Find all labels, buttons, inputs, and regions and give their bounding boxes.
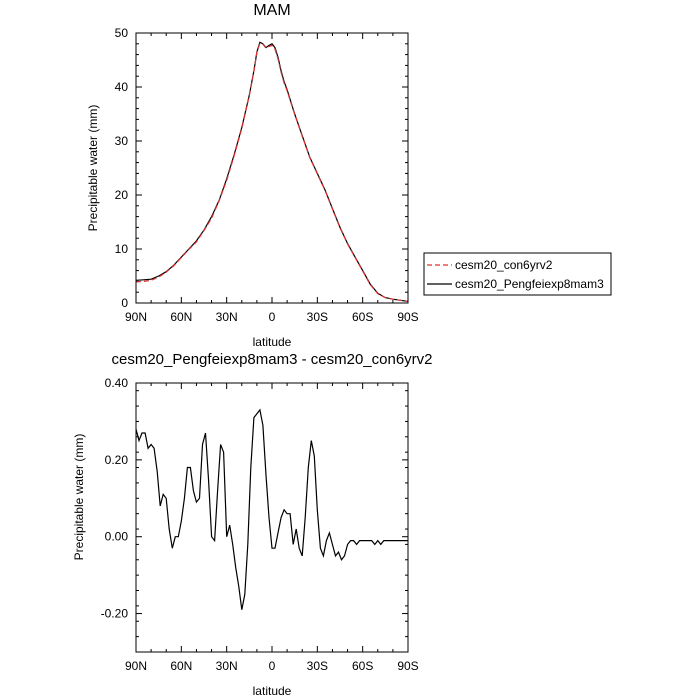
x-tick-label: 0 xyxy=(269,659,276,673)
y-tick-label: 10 xyxy=(115,242,129,256)
legend-box xyxy=(423,252,612,296)
legend-label-con6yrv2: cesm20_con6yrv2 xyxy=(455,258,553,272)
legend-label-pengfei: cesm20_Pengfeiexp8mam3 xyxy=(455,277,604,291)
y-axis-label: Precipitable water (mm) xyxy=(86,105,100,232)
y-tick-label: 30 xyxy=(115,134,129,148)
axes: 90N 60N 30N 0 30S 60S 90S -0.20 0.00 0.20 0.40 xyxy=(101,376,419,673)
y-tick-label: 50 xyxy=(115,26,129,40)
x-tick-label: 60S xyxy=(352,659,373,673)
y-tick-label: 0.00 xyxy=(105,530,129,544)
x-tick-label: 30N xyxy=(216,659,238,673)
plot-frame xyxy=(135,32,409,304)
x-tick-label: 90N xyxy=(125,310,147,324)
series-lines xyxy=(135,41,409,302)
y-tick-label: 0.20 xyxy=(105,453,129,467)
x-axis-label: latitude xyxy=(253,684,292,698)
x-tick-label: 90S xyxy=(397,310,418,324)
x-tick-label: 60N xyxy=(170,310,192,324)
x-tick-label: 90S xyxy=(397,659,418,673)
axes: 90N 60N 30N 0 30S 60S 90S 0 10 20 30 40 50 xyxy=(115,26,419,324)
y-tick-label: -0.20 xyxy=(101,607,129,621)
panel-difference: cesm20_Pengfeiexp8mam3 - cesm20_con6yrv2… xyxy=(72,351,433,698)
x-tick-label: 90N xyxy=(125,659,147,673)
legend: cesm20_con6yrv2 cesm20_Pengfeiexp8mam3 xyxy=(423,252,612,296)
x-tick-label: 0 xyxy=(269,310,276,324)
x-tick-label: 30N xyxy=(216,310,238,324)
chart-title: cesm20_Pengfeiexp8mam3 - cesm20_con6yrv2 xyxy=(112,351,433,368)
series-line-difference xyxy=(135,408,408,610)
x-tick-label: 60N xyxy=(170,659,192,673)
y-tick-label: 20 xyxy=(115,188,129,202)
plot-frame xyxy=(135,382,409,653)
x-axis-label: latitude xyxy=(253,335,292,349)
y-tick-label: 0.40 xyxy=(105,376,129,390)
y-axis-label: Precipitable water (mm) xyxy=(72,434,86,561)
chart-title: MAM xyxy=(253,2,290,19)
series-line-cesm20_con6yrv2 xyxy=(135,42,409,302)
x-tick-label: 60S xyxy=(352,310,373,324)
y-tick-label: 40 xyxy=(115,80,129,94)
y-tick-label: 0 xyxy=(121,296,128,310)
panel-mam: MAM Precipitable water (mm) latitude 90N… xyxy=(86,2,419,349)
series-line-cesm20_Pengfeiexp8mam3 xyxy=(135,41,409,302)
series-lines xyxy=(135,408,408,610)
x-tick-label: 30S xyxy=(307,659,328,673)
x-tick-label: 30S xyxy=(307,310,328,324)
